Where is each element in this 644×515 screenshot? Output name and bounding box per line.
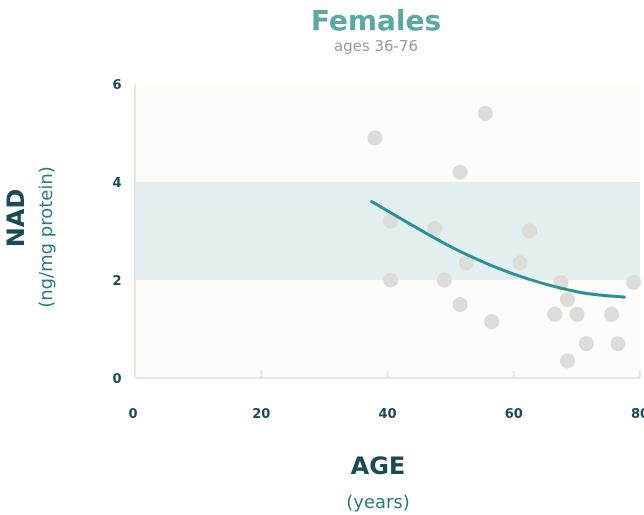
data-point xyxy=(512,255,528,271)
data-point xyxy=(452,297,468,312)
data-point xyxy=(569,306,585,322)
x-tick-label: 20 xyxy=(252,407,270,422)
data-point xyxy=(578,336,594,352)
y-axis-title: NAD xyxy=(2,189,30,248)
data-points xyxy=(367,105,642,369)
axes xyxy=(134,84,641,379)
data-point xyxy=(522,223,538,239)
chart-title: Females xyxy=(311,4,441,37)
x-tick-label: 0 xyxy=(128,407,137,422)
data-point xyxy=(458,255,474,271)
y-tick-label: 2 xyxy=(112,274,121,289)
y-tick-label: 0 xyxy=(112,372,121,387)
data-point xyxy=(427,221,443,237)
data-point xyxy=(383,213,399,229)
x-tick-label: 80 xyxy=(631,407,644,422)
data-point xyxy=(626,274,642,290)
tick-labels: 0 20 40 60 80 0 2 4 6 xyxy=(112,78,644,422)
x-axis-unit: (years) xyxy=(346,492,410,513)
y-axis-unit: (ng/mg protein) xyxy=(36,166,57,308)
data-point xyxy=(383,272,399,288)
y-tick-label: 4 xyxy=(112,176,121,191)
data-point xyxy=(610,336,626,352)
data-point xyxy=(367,130,383,146)
x-axis-title: AGE xyxy=(351,452,406,480)
data-point xyxy=(559,353,575,369)
data-point xyxy=(604,306,620,322)
data-point xyxy=(477,105,493,121)
reference-band xyxy=(135,182,640,280)
trend-line xyxy=(370,200,626,299)
y-tick-label: 6 xyxy=(112,78,121,93)
x-tick-label: 60 xyxy=(505,407,523,422)
data-point xyxy=(436,272,452,288)
data-point xyxy=(559,292,575,308)
data-point xyxy=(452,164,468,180)
x-tick-label: 40 xyxy=(378,407,396,422)
data-point xyxy=(484,314,500,330)
data-point xyxy=(547,306,563,322)
chart-subtitle: ages 36-76 xyxy=(334,37,418,55)
